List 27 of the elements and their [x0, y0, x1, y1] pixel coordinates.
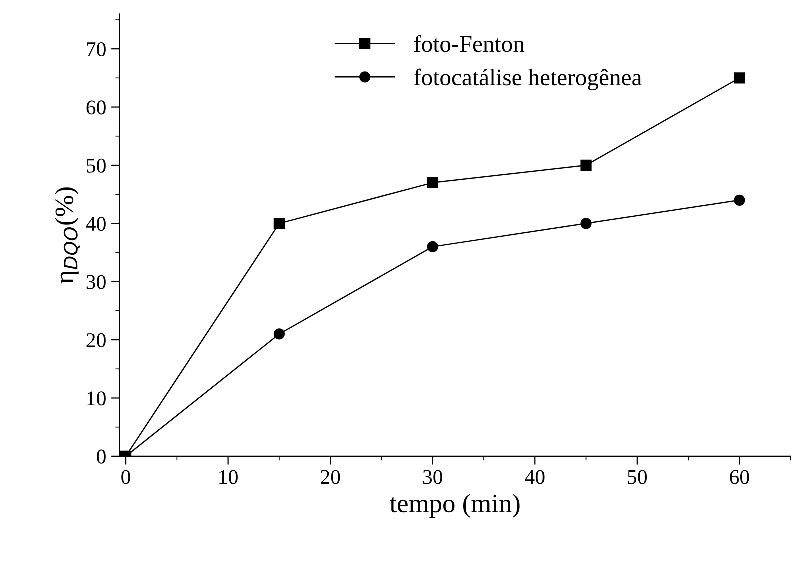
point	[580, 218, 592, 230]
y-axis-title: η$_{DQO}$(%)	[54, 188, 80, 284]
point	[427, 177, 438, 188]
point	[427, 241, 438, 252]
y-tick-label: 10	[88, 392, 106, 406]
legend-label: fotocatálise heterogênea	[414, 68, 642, 91]
x-tick-label: 10	[220, 470, 238, 484]
point	[734, 194, 746, 206]
x-tick-label: 0	[122, 470, 130, 484]
point	[580, 160, 592, 172]
x-tick-label: 20	[321, 470, 340, 484]
x-tick-label: 60	[730, 470, 750, 484]
y-tick-label: 70	[87, 42, 106, 57]
y-tick-label: 20	[86, 333, 106, 348]
x-tick-label: 50	[628, 470, 648, 484]
point	[734, 72, 746, 84]
y-tick-label: 50	[87, 158, 106, 173]
y-tick-label: 40	[86, 217, 106, 232]
point	[274, 328, 285, 340]
y-tick-label: 30	[86, 275, 106, 290]
point	[274, 218, 285, 230]
x-axis-title: tempo (min)	[390, 494, 520, 518]
y-tick-label: 60	[86, 100, 106, 115]
y-tick-label: 0	[97, 450, 106, 464]
x-tick-label: 30	[423, 470, 442, 484]
legend-label: foto-Fenton	[414, 35, 525, 52]
x-tick-label: 40	[525, 470, 545, 484]
